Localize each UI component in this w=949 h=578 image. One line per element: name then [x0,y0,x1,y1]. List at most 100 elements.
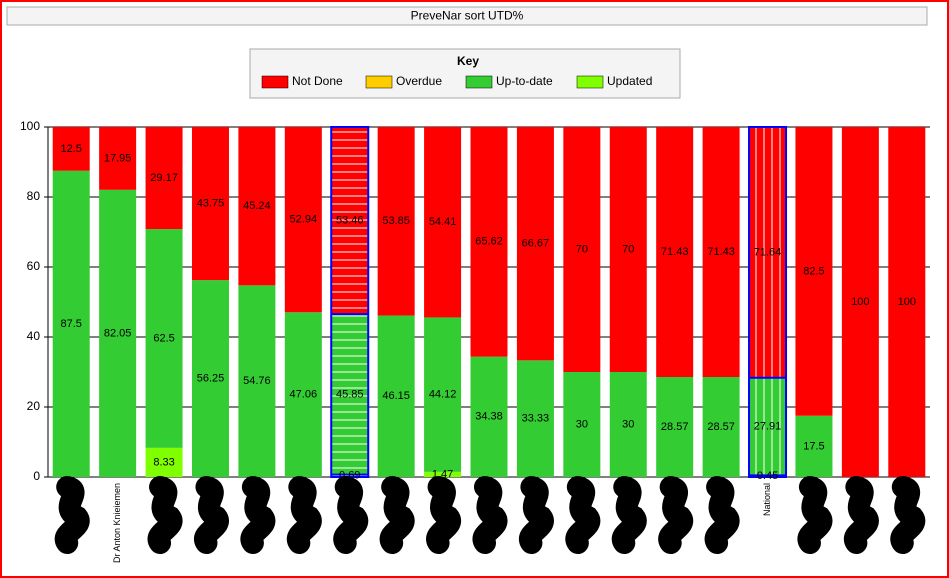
redaction [333,476,369,554]
data-label: 29.17 [150,172,178,184]
data-label: 82.5 [803,265,824,277]
y-tick-label: 60 [27,259,41,273]
bar-segment [563,127,601,372]
data-label: 45.85 [336,388,364,400]
bar-segment [284,127,322,313]
y-tick-label: 0 [33,469,40,483]
bar-segment [377,315,415,477]
bar-segment [888,127,926,477]
bar-segment [238,285,276,477]
data-label: 47.06 [290,389,318,401]
bar-segment [424,471,462,477]
bar-segment [145,229,183,448]
chart-title: PreveNar sort UTD% [411,9,524,23]
data-label: 45.24 [243,200,271,212]
data-label: 62.5 [153,332,174,344]
legend-title: Key [457,54,479,68]
data-label: 8.33 [153,456,174,468]
y-tick-label: 100 [20,119,40,133]
data-label: 70 [576,243,588,255]
y-tick-label: 20 [27,399,41,413]
redaction [286,476,322,554]
bar-segment [563,372,601,477]
y-tick-label: 40 [27,329,41,343]
data-label: 34.38 [475,411,503,423]
redaction [518,476,554,554]
bar-segment [470,356,508,477]
redaction [565,476,601,554]
bar-segment [145,447,183,477]
bar-segment [609,372,647,477]
redaction [658,476,694,554]
data-label: 71.43 [661,246,689,258]
x-tick-label: Dr Anton Knieiemen [112,483,122,563]
redaction [379,476,415,554]
x-tick-label: National [762,483,772,516]
bar-hatch [331,474,369,477]
legend-swatch [465,75,493,89]
bar-segment [609,127,647,372]
data-label: 66.67 [522,238,550,250]
bar-hatch [749,127,787,378]
data-label: 30 [622,418,634,430]
data-label: 71.64 [754,246,782,258]
bar-segment [191,280,229,477]
legend-swatch [576,75,604,89]
redaction [611,476,647,554]
data-label: 71.43 [707,246,735,258]
data-label: 43.75 [197,197,225,209]
data-label: 52.94 [290,214,318,226]
data-label: 17.95 [104,152,132,164]
legend-box [249,48,681,99]
bar-segment [470,127,508,357]
bar-segment [516,360,554,477]
legend-swatch [261,75,289,89]
bar-segment [702,377,740,477]
redaction [54,476,90,554]
bar-segment [841,127,879,477]
data-label: 82.05 [104,327,132,339]
legend-label: Not Done [292,74,343,88]
bar-segment [284,312,322,477]
bar-segment [795,415,833,477]
data-label: 28.57 [707,421,735,433]
legend-swatch [365,75,393,89]
redaction [797,476,833,554]
redaction [426,476,462,554]
data-label: 0.45 [757,470,778,482]
bar-segment [516,127,554,361]
data-label: 12.5 [60,143,81,155]
data-label: 54.41 [429,216,457,228]
data-label: 17.5 [803,440,824,452]
legend-label: Updated [607,74,652,88]
bar-segment [52,127,90,171]
bar-segment [99,127,137,190]
bar-segment [99,189,137,477]
bar-segment [424,317,462,472]
bar-segment [424,127,462,318]
bar-segment [656,377,694,477]
data-label: 56.25 [197,372,225,384]
redaction [843,476,879,554]
data-label: 54.76 [243,375,271,387]
data-label: 65.62 [475,236,503,248]
legend-label: Overdue [396,74,442,88]
data-label: 28.57 [661,421,689,433]
bar-segment [795,127,833,416]
bar-segment [702,127,740,378]
bar-segment [52,170,90,477]
highlight-outline [748,126,788,478]
data-label: 100 [851,296,869,308]
redaction [240,476,276,554]
bar-hatch [749,377,787,476]
data-label: 44.12 [429,389,457,401]
bar-hatch [331,127,369,315]
data-label: 30 [576,418,588,430]
y-tick-label: 80 [27,189,41,203]
bar-segment [145,127,183,230]
data-label: 100 [898,296,916,308]
data-label: 87.5 [60,318,81,330]
redaction [147,476,183,554]
data-label: 53.85 [382,215,410,227]
